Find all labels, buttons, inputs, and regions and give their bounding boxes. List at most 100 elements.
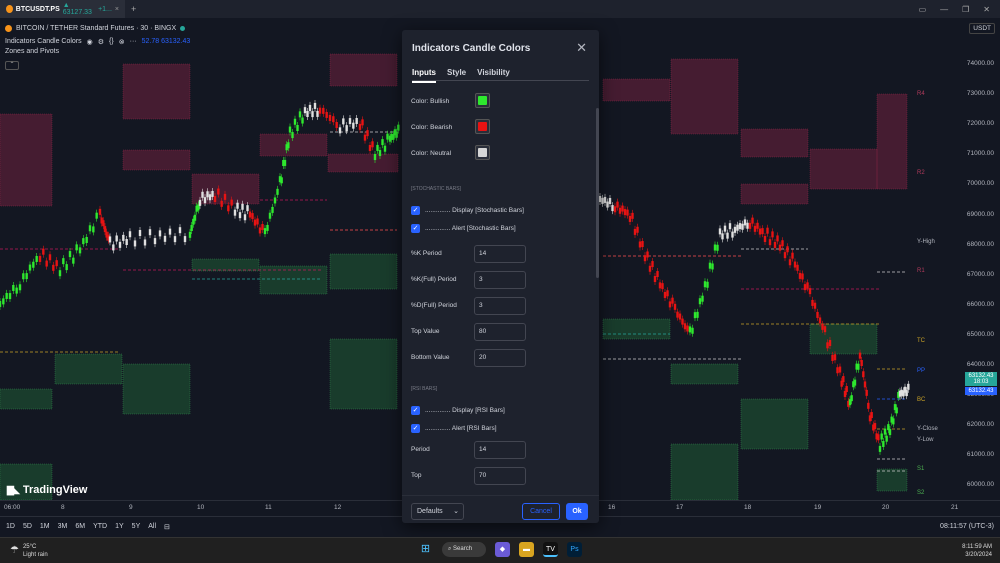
- checkbox-checked-icon[interactable]: ✓: [411, 206, 420, 215]
- checkbox-row[interactable]: ✓ .............. Alert [Stochastic Bars]: [411, 224, 516, 233]
- checkbox-row[interactable]: ✓ .............. Display [Stochastic Bars…: [411, 206, 524, 215]
- timeframe-button[interactable]: 5Y: [131, 523, 141, 530]
- widgets-icon[interactable]: ◆: [495, 542, 510, 557]
- number-input[interactable]: 80: [474, 323, 526, 341]
- tradingview-logo[interactable]: ▇◣ TradingView: [7, 484, 87, 496]
- checkbox-checked-icon[interactable]: ✓: [411, 406, 420, 415]
- candle-body: [601, 197, 604, 204]
- checkbox-checked-icon[interactable]: ✓: [411, 224, 420, 233]
- timeframe-button[interactable]: 1D: [6, 523, 15, 530]
- number-input[interactable]: 3: [474, 271, 526, 289]
- calendar-icon[interactable]: ⊟: [164, 523, 170, 531]
- timeframe-button[interactable]: 1M: [39, 523, 50, 530]
- candle-body: [756, 222, 759, 229]
- candle-body: [248, 211, 252, 218]
- support-zone: [329, 253, 398, 290]
- number-input[interactable]: 20: [474, 349, 526, 367]
- candle-body: [287, 142, 290, 149]
- candle-body: [308, 104, 312, 111]
- candle-body: [651, 261, 654, 268]
- number-input[interactable]: 14: [474, 441, 526, 459]
- delete-icon[interactable]: ⊗: [118, 38, 125, 46]
- screen-icon[interactable]: ▭: [918, 4, 927, 14]
- currency-selector[interactable]: USDT: [969, 23, 995, 34]
- candle-body: [291, 132, 294, 139]
- new-tab-icon[interactable]: +: [131, 4, 137, 14]
- defaults-dropdown[interactable]: Defaults ⌄: [411, 503, 464, 520]
- zones-legend[interactable]: Zones and Pivots: [5, 48, 60, 55]
- candle-body: [681, 318, 684, 325]
- candle-body: [352, 122, 355, 129]
- candle-body: [852, 381, 855, 388]
- indicator-name[interactable]: Indicators Candle Colors: [5, 38, 82, 45]
- color-swatch[interactable]: [475, 145, 490, 160]
- maximize-icon[interactable]: ❐: [962, 4, 970, 14]
- resistance-zone: [122, 149, 191, 171]
- timeframe-button[interactable]: 5D: [22, 523, 32, 530]
- timeframe-button[interactable]: YTD: [93, 523, 108, 530]
- timeframe-button[interactable]: 1Y: [115, 523, 124, 530]
- candle-body: [842, 376, 845, 383]
- number-input[interactable]: 3: [474, 297, 526, 315]
- timeframe-button[interactable]: 3M: [57, 523, 68, 530]
- candle-body: [883, 428, 887, 435]
- utc-clock[interactable]: 08:11:57 (UTC-3): [940, 523, 994, 530]
- tab-symbol: BTCUSDT.PS: [15, 5, 60, 13]
- tab-visibility[interactable]: Visibility: [477, 68, 510, 77]
- price-chart[interactable]: [0, 34, 962, 500]
- time-axis-label: 20: [882, 504, 890, 511]
- candle-body: [345, 125, 348, 132]
- color-swatch[interactable]: [475, 93, 490, 108]
- tab-inputs[interactable]: Inputs: [412, 68, 436, 83]
- candle-body: [887, 424, 890, 431]
- photoshop-icon[interactable]: Ps: [567, 542, 582, 557]
- chart-title[interactable]: BITCOIN / TETHER Standard Futures · 30 ·…: [16, 24, 177, 32]
- dialog-scrollbar[interactable]: [596, 108, 599, 278]
- tab-style[interactable]: Style: [447, 68, 467, 77]
- system-clock[interactable]: 8:11:59 AM 3/20/2024: [962, 544, 992, 558]
- minimize-icon[interactable]: —: [940, 4, 949, 14]
- taskbar-search[interactable]: ⌕ Search: [442, 542, 486, 557]
- file-explorer-icon[interactable]: ▬: [519, 542, 534, 557]
- candle-body: [42, 248, 45, 255]
- checkbox-checked-icon[interactable]: ✓: [411, 424, 420, 433]
- cancel-button[interactable]: Cancel: [522, 503, 560, 520]
- close-tab-icon[interactable]: ×: [114, 5, 119, 13]
- more-icon[interactable]: ···: [129, 38, 137, 45]
- ok-button[interactable]: Ok: [566, 503, 588, 520]
- browser-tab[interactable]: BTCUSDT.PS ▲ 63127.33 +1... ×: [0, 0, 125, 18]
- candle-body: [390, 133, 393, 140]
- tradingview-app-icon[interactable]: TV: [543, 542, 558, 557]
- price-axis[interactable]: 74000.00 73000.00 72000.00 71000.00 70000.00…: [962, 34, 1000, 500]
- checkbox-row[interactable]: ✓ .............. Alert [RSI Bars]: [411, 424, 497, 433]
- candle-body: [258, 227, 262, 234]
- eye-icon[interactable]: ◉: [86, 38, 93, 46]
- candle-body: [278, 176, 282, 183]
- settings-icon[interactable]: ⚙: [97, 38, 105, 46]
- close-icon[interactable]: ✕: [576, 40, 587, 55]
- support-zone: [0, 388, 53, 410]
- collapse-legend-icon[interactable]: ⌃: [5, 61, 19, 70]
- checkbox-row[interactable]: ✓ .............. Display [RSI Bars]: [411, 406, 505, 415]
- pivot-level-label: S2: [917, 490, 925, 496]
- color-swatch[interactable]: [475, 119, 490, 134]
- timeframe-button[interactable]: All: [148, 523, 157, 530]
- candle-body: [691, 327, 694, 334]
- candle-body: [296, 124, 299, 131]
- candle-body: [18, 284, 22, 291]
- support-zone: [259, 265, 328, 295]
- candle-body: [823, 326, 827, 333]
- candle-body: [217, 188, 220, 195]
- number-input[interactable]: 14: [474, 245, 526, 263]
- weather-widget[interactable]: ☂ 25°C Light rain: [10, 543, 48, 559]
- close-window-icon[interactable]: ✕: [983, 4, 990, 14]
- candle-body: [736, 224, 739, 231]
- windows-start-icon[interactable]: ⊞: [420, 543, 431, 555]
- source-code-icon[interactable]: {}: [109, 38, 114, 45]
- timeframe-button[interactable]: 6M: [75, 523, 86, 530]
- number-input[interactable]: 70: [474, 467, 526, 485]
- candle-body: [100, 217, 103, 224]
- candle-body: [653, 275, 657, 282]
- candle-body: [335, 121, 338, 128]
- checkbox-label: .............. Alert [RSI Bars]: [425, 425, 497, 432]
